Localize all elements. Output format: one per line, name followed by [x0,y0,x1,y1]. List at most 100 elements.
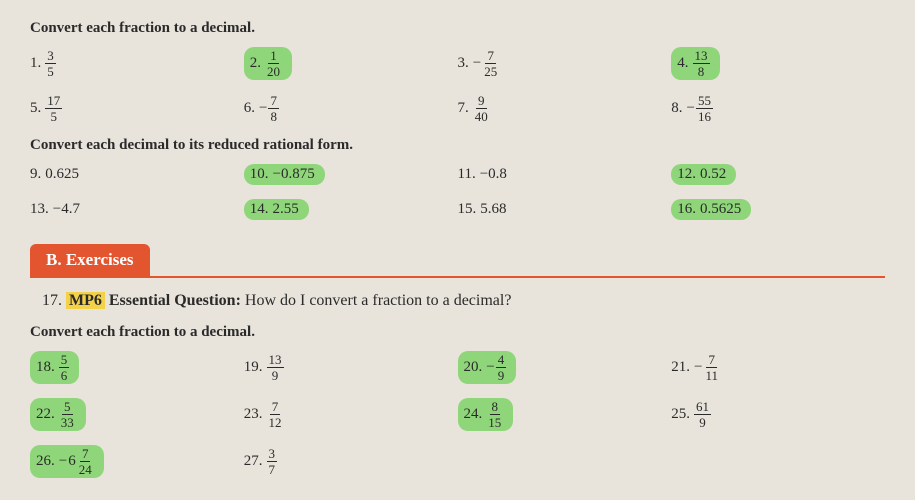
negative-sign: − [687,100,695,117]
numerator: 3 [45,49,56,64]
problem-number: 23. [244,406,263,423]
highlight: 20.−49 [458,351,517,384]
problem-number: 7. [458,100,469,117]
fraction: 138 [693,49,710,78]
decimal-value: 5.68 [480,201,506,218]
denominator: 8 [268,109,279,123]
decimal-value: −4.7 [53,201,80,218]
problem-12: 12.0.52 [671,164,885,185]
highlight: 10.−0.875 [244,164,325,185]
negative-sign: − [694,359,702,376]
numerator: 7 [268,94,279,109]
fraction: 139 [267,353,284,382]
highlight: 4. 138 [671,47,719,80]
problem-1: 1. 35 [30,47,244,80]
fraction: 724 [77,447,94,476]
problem-3: 3. − 725 [458,47,672,80]
problem-24: 24.815 [458,398,672,431]
problem-number: 3. [458,55,469,72]
numerator: 3 [267,447,278,462]
fraction: 56 [59,353,70,382]
highlight: 26.−6724 [30,445,104,478]
problem-16: 16.0.5625 [671,199,885,220]
problem-number: 25. [671,406,690,423]
denominator: 20 [265,64,282,78]
row-a4: 13.−4.7 14.2.55 15.5.68 16.0.5625 [30,199,885,220]
problem-number: 14. [250,201,269,218]
numerator: 17 [45,94,62,109]
decimal-value: 2.55 [273,201,299,218]
problem-number: 9. [30,166,41,183]
problem-21: 21.−711 [671,351,885,384]
problem-number: 4. [677,55,688,72]
numerator: 55 [696,94,713,109]
problem-22: 22.533 [30,398,244,431]
problem-number: 16. [677,201,696,218]
fraction: 5516 [696,94,713,123]
numerator: 5 [59,353,70,368]
problem-26: 26.−6724 [30,445,244,478]
highlight: 24.815 [458,398,514,431]
problem-17: 17. MP6 Essential Question: How do I con… [42,292,885,310]
row-b1: 18.56 19.139 20.−49 21.−711 [30,351,885,384]
denominator: 25 [482,64,499,78]
highlight: 14.2.55 [244,199,309,220]
problem-number: 12. [677,166,696,183]
fraction: 175 [45,94,62,123]
problem-7: 7. 940 [458,94,672,123]
problem-number: 20. [464,359,483,376]
row-a2: 5. 175 6. − 78 7. 940 8. − 5516 [30,94,885,123]
problem-number: 21. [671,359,690,376]
whole-part: 6 [68,453,76,470]
decimal-value: −0.875 [273,166,315,183]
numerator: 4 [496,353,507,368]
negative-sign: − [473,55,481,72]
problem-number: 10. [250,166,269,183]
fraction: 533 [59,400,76,429]
numerator: 61 [694,400,711,415]
decimal-value: 0.625 [45,166,79,183]
fraction: 37 [267,447,278,476]
problem-14: 14.2.55 [244,199,458,220]
denominator: 40 [473,109,490,123]
denominator: 5 [49,109,60,123]
essential-question-text: How do I convert a fraction to a decimal… [245,292,512,309]
denominator: 33 [59,415,76,429]
fraction: 711 [703,353,720,382]
problem-number: 19. [244,359,263,376]
problem-number: 18. [36,359,55,376]
heading-a1: Convert each fraction to a decimal. [30,20,885,37]
numerator: 5 [62,400,73,415]
problem-18: 18.56 [30,351,244,384]
problem-number: 15. [458,201,477,218]
problem-number: 17. [42,292,62,309]
highlight: 12.0.52 [671,164,736,185]
problem-number: 2. [250,55,261,72]
numerator: 9 [476,94,487,109]
denominator: 9 [496,368,507,382]
denominator: 6 [59,368,70,382]
problem-6: 6. − 78 [244,94,458,123]
numerator: 1 [268,49,279,64]
empty-cell [458,445,672,478]
numerator: 8 [490,400,501,415]
denominator: 9 [270,368,281,382]
section-b-tab: B. Exercises [30,244,150,276]
fraction: 725 [482,49,499,78]
numerator: 7 [270,400,281,415]
section-b-rule [30,276,885,278]
denominator: 8 [696,64,707,78]
fraction: 120 [265,49,282,78]
problem-19: 19.139 [244,351,458,384]
fraction: 619 [694,400,711,429]
denominator: 15 [486,415,503,429]
denominator: 11 [703,368,720,382]
problem-9: 9.0.625 [30,164,244,185]
problem-10: 10.−0.875 [244,164,458,185]
denominator: 5 [45,64,56,78]
heading-a2: Convert each decimal to its reduced rati… [30,137,885,154]
problem-25: 25.619 [671,398,885,431]
decimal-value: 0.5625 [700,201,741,218]
denominator: 9 [697,415,708,429]
negative-sign: − [486,359,494,376]
